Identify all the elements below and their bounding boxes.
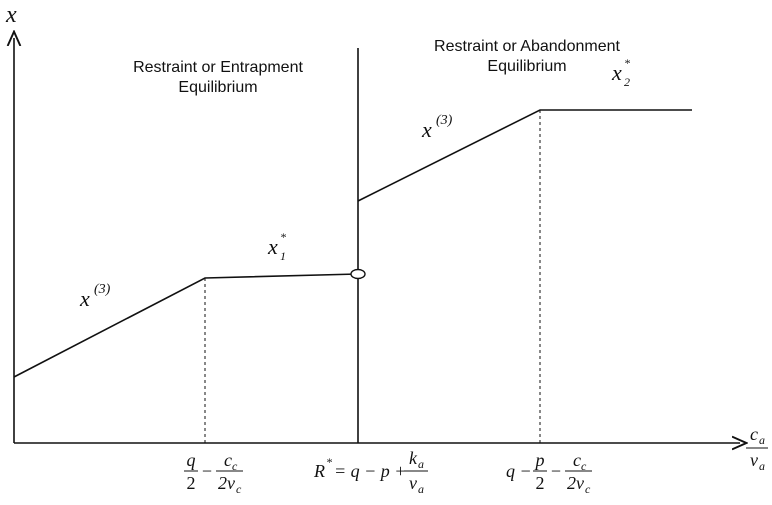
sub: a	[418, 482, 424, 496]
curve-label-sup: (3)	[436, 113, 453, 128]
lead: q −	[506, 461, 532, 481]
sub: c	[581, 459, 587, 473]
curve-label: x	[267, 234, 278, 259]
den: 2v	[567, 473, 584, 493]
num: c	[573, 450, 581, 470]
y-axis-label: x	[5, 2, 17, 28]
den: v	[409, 473, 417, 493]
op: −	[551, 461, 561, 481]
x-tick-label: q − p 2 − c c 2v c	[506, 450, 592, 496]
x-tick-label: R * = q − p + k a v a	[313, 448, 428, 496]
den: v	[750, 450, 758, 470]
curve-label-sup: *	[280, 230, 286, 244]
sub: a	[418, 457, 424, 471]
sup: *	[326, 455, 332, 469]
num: c	[750, 424, 758, 444]
curve-label: x	[421, 117, 432, 142]
right-curve	[357, 109, 692, 202]
den: 2	[536, 473, 545, 493]
den: 2v	[218, 473, 235, 493]
lhs: R	[313, 461, 325, 481]
open-point	[350, 268, 366, 280]
rhs: = q − p +	[334, 461, 406, 481]
num: k	[409, 448, 418, 468]
region-title: Restraint or Abandonment	[434, 38, 620, 55]
num: q	[187, 450, 196, 470]
curve-label: x	[611, 60, 622, 85]
num: p	[534, 450, 545, 470]
x-tick-label: q 2 − c c 2v c	[184, 450, 243, 496]
curve-label-sub: 2	[624, 75, 630, 89]
curve-label-sup: (3)	[94, 282, 111, 297]
curve-label-sub: 1	[280, 249, 286, 263]
num: c	[224, 450, 232, 470]
curve-label: x	[79, 286, 90, 311]
curve-label-sup: *	[624, 56, 630, 70]
sub: c	[585, 482, 591, 496]
left-curve	[13, 273, 359, 378]
sub: a	[759, 433, 765, 447]
sub: a	[759, 459, 765, 473]
op: −	[202, 461, 212, 481]
x-axis-label: c a v a	[746, 424, 768, 473]
region-title: Equilibrium	[178, 79, 257, 96]
den: 2	[187, 473, 196, 493]
sub: c	[232, 459, 238, 473]
region-title: Equilibrium	[487, 58, 566, 75]
sub: c	[236, 482, 242, 496]
region-title: Restraint or Entrapment	[133, 59, 303, 76]
